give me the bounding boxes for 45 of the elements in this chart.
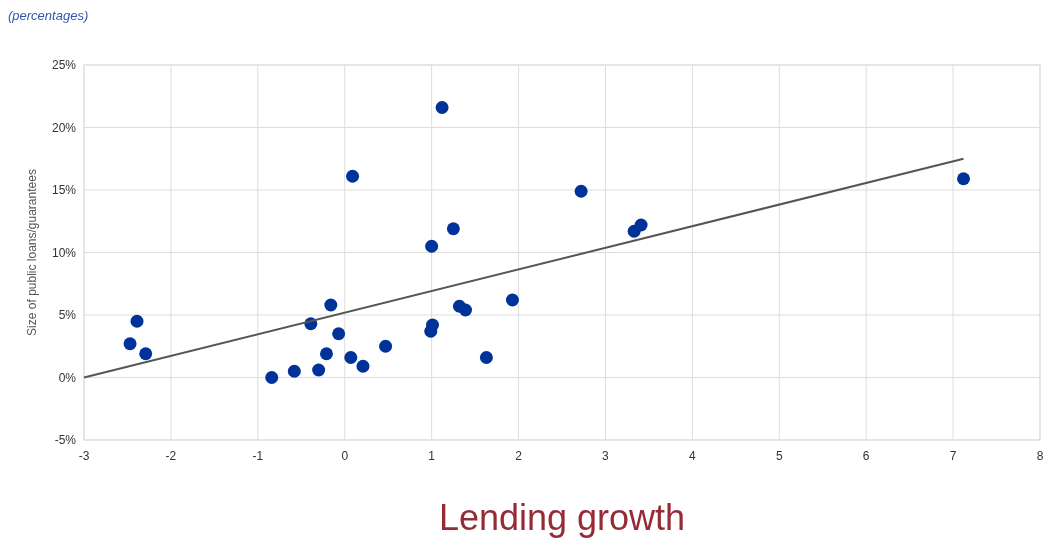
point <box>356 359 370 373</box>
point <box>139 347 153 361</box>
point <box>332 327 346 341</box>
x-tick-label: 5 <box>775 449 783 463</box>
point <box>574 184 588 198</box>
point <box>287 364 301 378</box>
point <box>446 222 460 236</box>
x-tick-label: -2 <box>165 449 177 463</box>
x-tick-label: -3 <box>78 449 90 463</box>
x-axis-title: Lending growth <box>438 497 686 538</box>
x-tick-label: 0 <box>341 449 349 463</box>
x-tick-label: 4 <box>689 449 697 463</box>
y-tick-label: 20% <box>51 120 77 135</box>
x-tick-label: -1 <box>252 449 264 463</box>
point <box>459 303 473 317</box>
point <box>312 363 326 377</box>
point <box>505 293 519 307</box>
y-tick-label: 5% <box>58 308 77 322</box>
point <box>324 298 338 312</box>
y-tick-label: 15% <box>51 183 77 197</box>
point <box>319 347 333 361</box>
x-tick-label: 3 <box>602 449 610 463</box>
point <box>634 218 648 232</box>
x-tick-label: 6 <box>862 449 870 463</box>
y-axis-title: Size of public loans/guarantees <box>25 169 39 336</box>
point <box>425 239 439 253</box>
point <box>435 101 449 114</box>
y-tick-label: 0% <box>58 370 77 385</box>
point <box>265 371 279 384</box>
point <box>123 337 137 351</box>
x-tick-label: 1 <box>428 449 436 463</box>
point <box>346 169 360 183</box>
point <box>130 314 144 328</box>
x-tick-label: 7 <box>949 449 957 463</box>
point <box>379 339 393 353</box>
y-tick-label: -5% <box>54 433 77 447</box>
x-tick-label: 2 <box>515 449 523 463</box>
point <box>426 318 440 332</box>
y-tick-label: 25% <box>51 58 77 72</box>
x-tick-label: 8 <box>1036 449 1044 463</box>
point <box>479 351 493 364</box>
point <box>344 351 358 364</box>
y-tick-label: 10% <box>51 245 77 260</box>
chart-subtitle: (percentages) <box>8 8 89 23</box>
point <box>957 172 971 186</box>
